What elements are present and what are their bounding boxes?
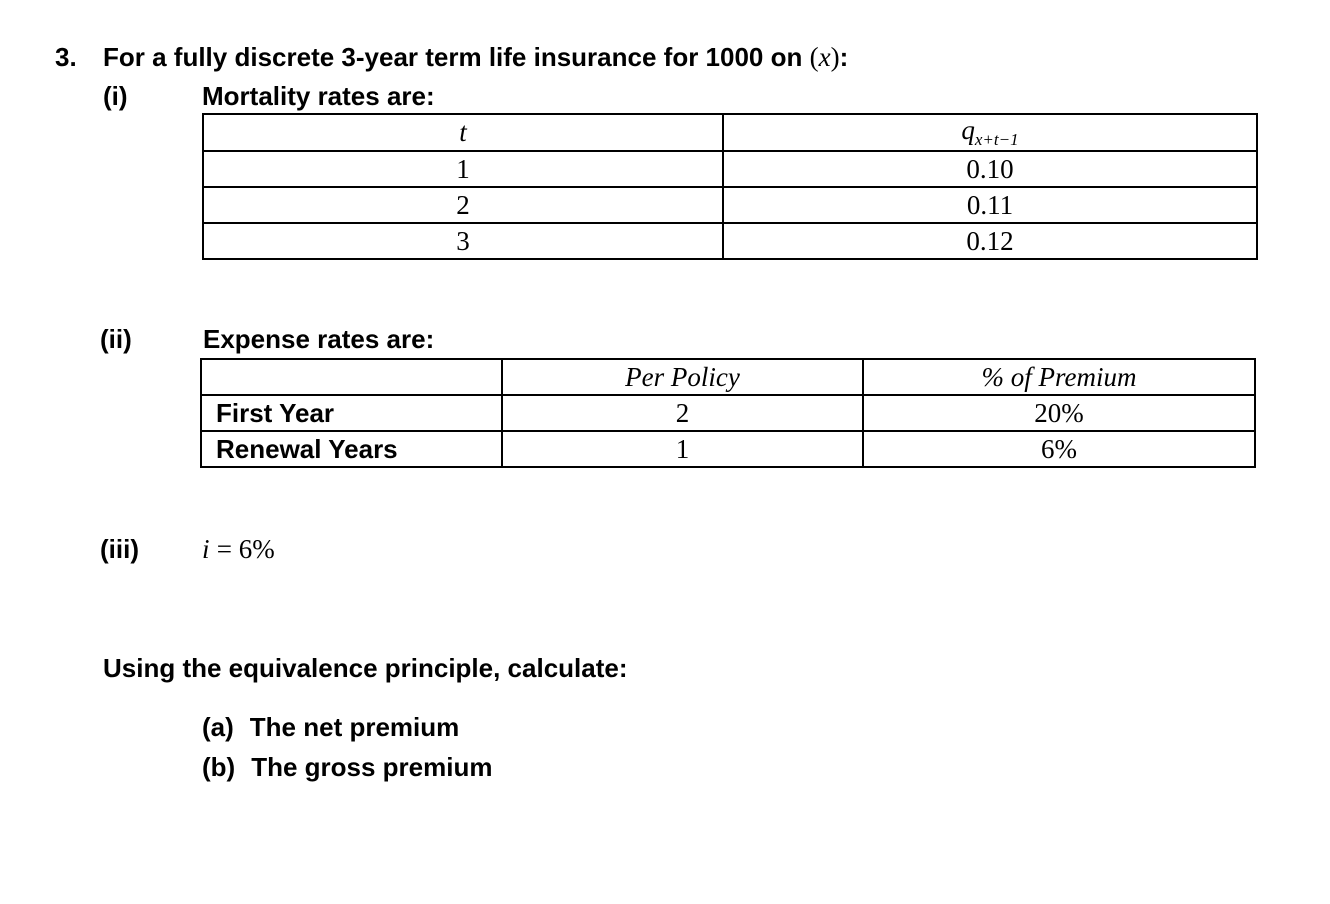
expense-header-pct-premium: % of Premium	[862, 358, 1256, 396]
expense-table-row: Renewal Years 1 6%	[200, 430, 1256, 468]
mortality-table-row: 2 0.11	[202, 186, 1258, 224]
mortality-q-value: 0.11	[722, 186, 1258, 224]
part-ii-label: (ii)	[100, 324, 132, 354]
part-ii-title: Expense rates are:	[203, 324, 435, 354]
problem-statement-line: 3. For a fully discrete 3-year term life…	[55, 42, 1295, 73]
mortality-table-header-row: t qx+t−1	[202, 113, 1258, 152]
problem-suffix: :	[839, 42, 849, 72]
mortality-header-q: qx+t−1	[722, 113, 1258, 152]
mortality-table: t qx+t−1 1 0.10 2 0.11 3 0.12	[202, 113, 1258, 260]
mortality-t-value: 2	[202, 186, 724, 224]
expense-header-empty	[200, 358, 503, 396]
part-iii-line: (iii) i = 6%	[100, 534, 1250, 565]
part-i-label: (i)	[103, 81, 128, 111]
part-ii-heading: (ii) Expense rates are:	[100, 324, 1250, 355]
expense-table-header-row: Per Policy % of Premium	[200, 358, 1256, 396]
expense-pct-premium-value: 6%	[862, 430, 1256, 468]
expense-row-label: First Year	[200, 394, 503, 432]
expense-header-per-policy: Per Policy	[501, 358, 864, 396]
item-a-text: The net premium	[249, 712, 460, 742]
math-paren-close: )	[830, 42, 840, 72]
expense-per-policy-value: 1	[501, 430, 864, 468]
mortality-header-q-sub: x+t−1	[974, 130, 1019, 149]
item-b-text: The gross premium	[251, 752, 493, 782]
item-a-label: (a)	[202, 712, 234, 742]
part-iii-label: (iii)	[100, 534, 139, 564]
math-i-value: = 6%	[216, 534, 275, 564]
expense-per-policy-value: 2	[501, 394, 864, 432]
mortality-q-value: 0.10	[722, 150, 1258, 188]
part-iii-equation: i = 6%	[202, 534, 275, 565]
expense-pct-premium-value: 20%	[862, 394, 1256, 432]
math-var-x: x	[818, 42, 831, 72]
math-var-i: i	[202, 534, 210, 564]
expense-row-label: Renewal Years	[200, 430, 503, 468]
math-paren-open: (	[809, 42, 819, 72]
mortality-header-t: t	[202, 113, 724, 152]
expense-table-row: First Year 2 20%	[200, 394, 1256, 432]
item-b-label: (b)	[202, 752, 236, 782]
problem-statement-text: For a fully discrete 3-year term life in…	[103, 42, 810, 72]
mortality-t-value: 3	[202, 222, 724, 260]
instruction-text: Using the equivalence principle, calcula…	[103, 653, 628, 683]
part-i-heading: (i) Mortality rates are:	[103, 81, 1253, 112]
part-i-title: Mortality rates are:	[202, 81, 435, 111]
mortality-q-value: 0.12	[722, 222, 1258, 260]
expense-table: Per Policy % of Premium First Year 2 20%…	[200, 358, 1256, 468]
mortality-table-row: 1 0.10	[202, 150, 1258, 188]
instruction-line: Using the equivalence principle, calcula…	[103, 653, 628, 684]
problem-statement: For a fully discrete 3-year term life in…	[103, 42, 848, 73]
mortality-header-q-base: q	[961, 115, 975, 145]
mortality-t-value: 1	[202, 150, 724, 188]
calc-item-b: (b) The gross premium	[202, 752, 492, 783]
problem-number: 3.	[55, 42, 77, 72]
mortality-table-row: 3 0.12	[202, 222, 1258, 260]
calc-item-a: (a) The net premium	[202, 712, 459, 743]
